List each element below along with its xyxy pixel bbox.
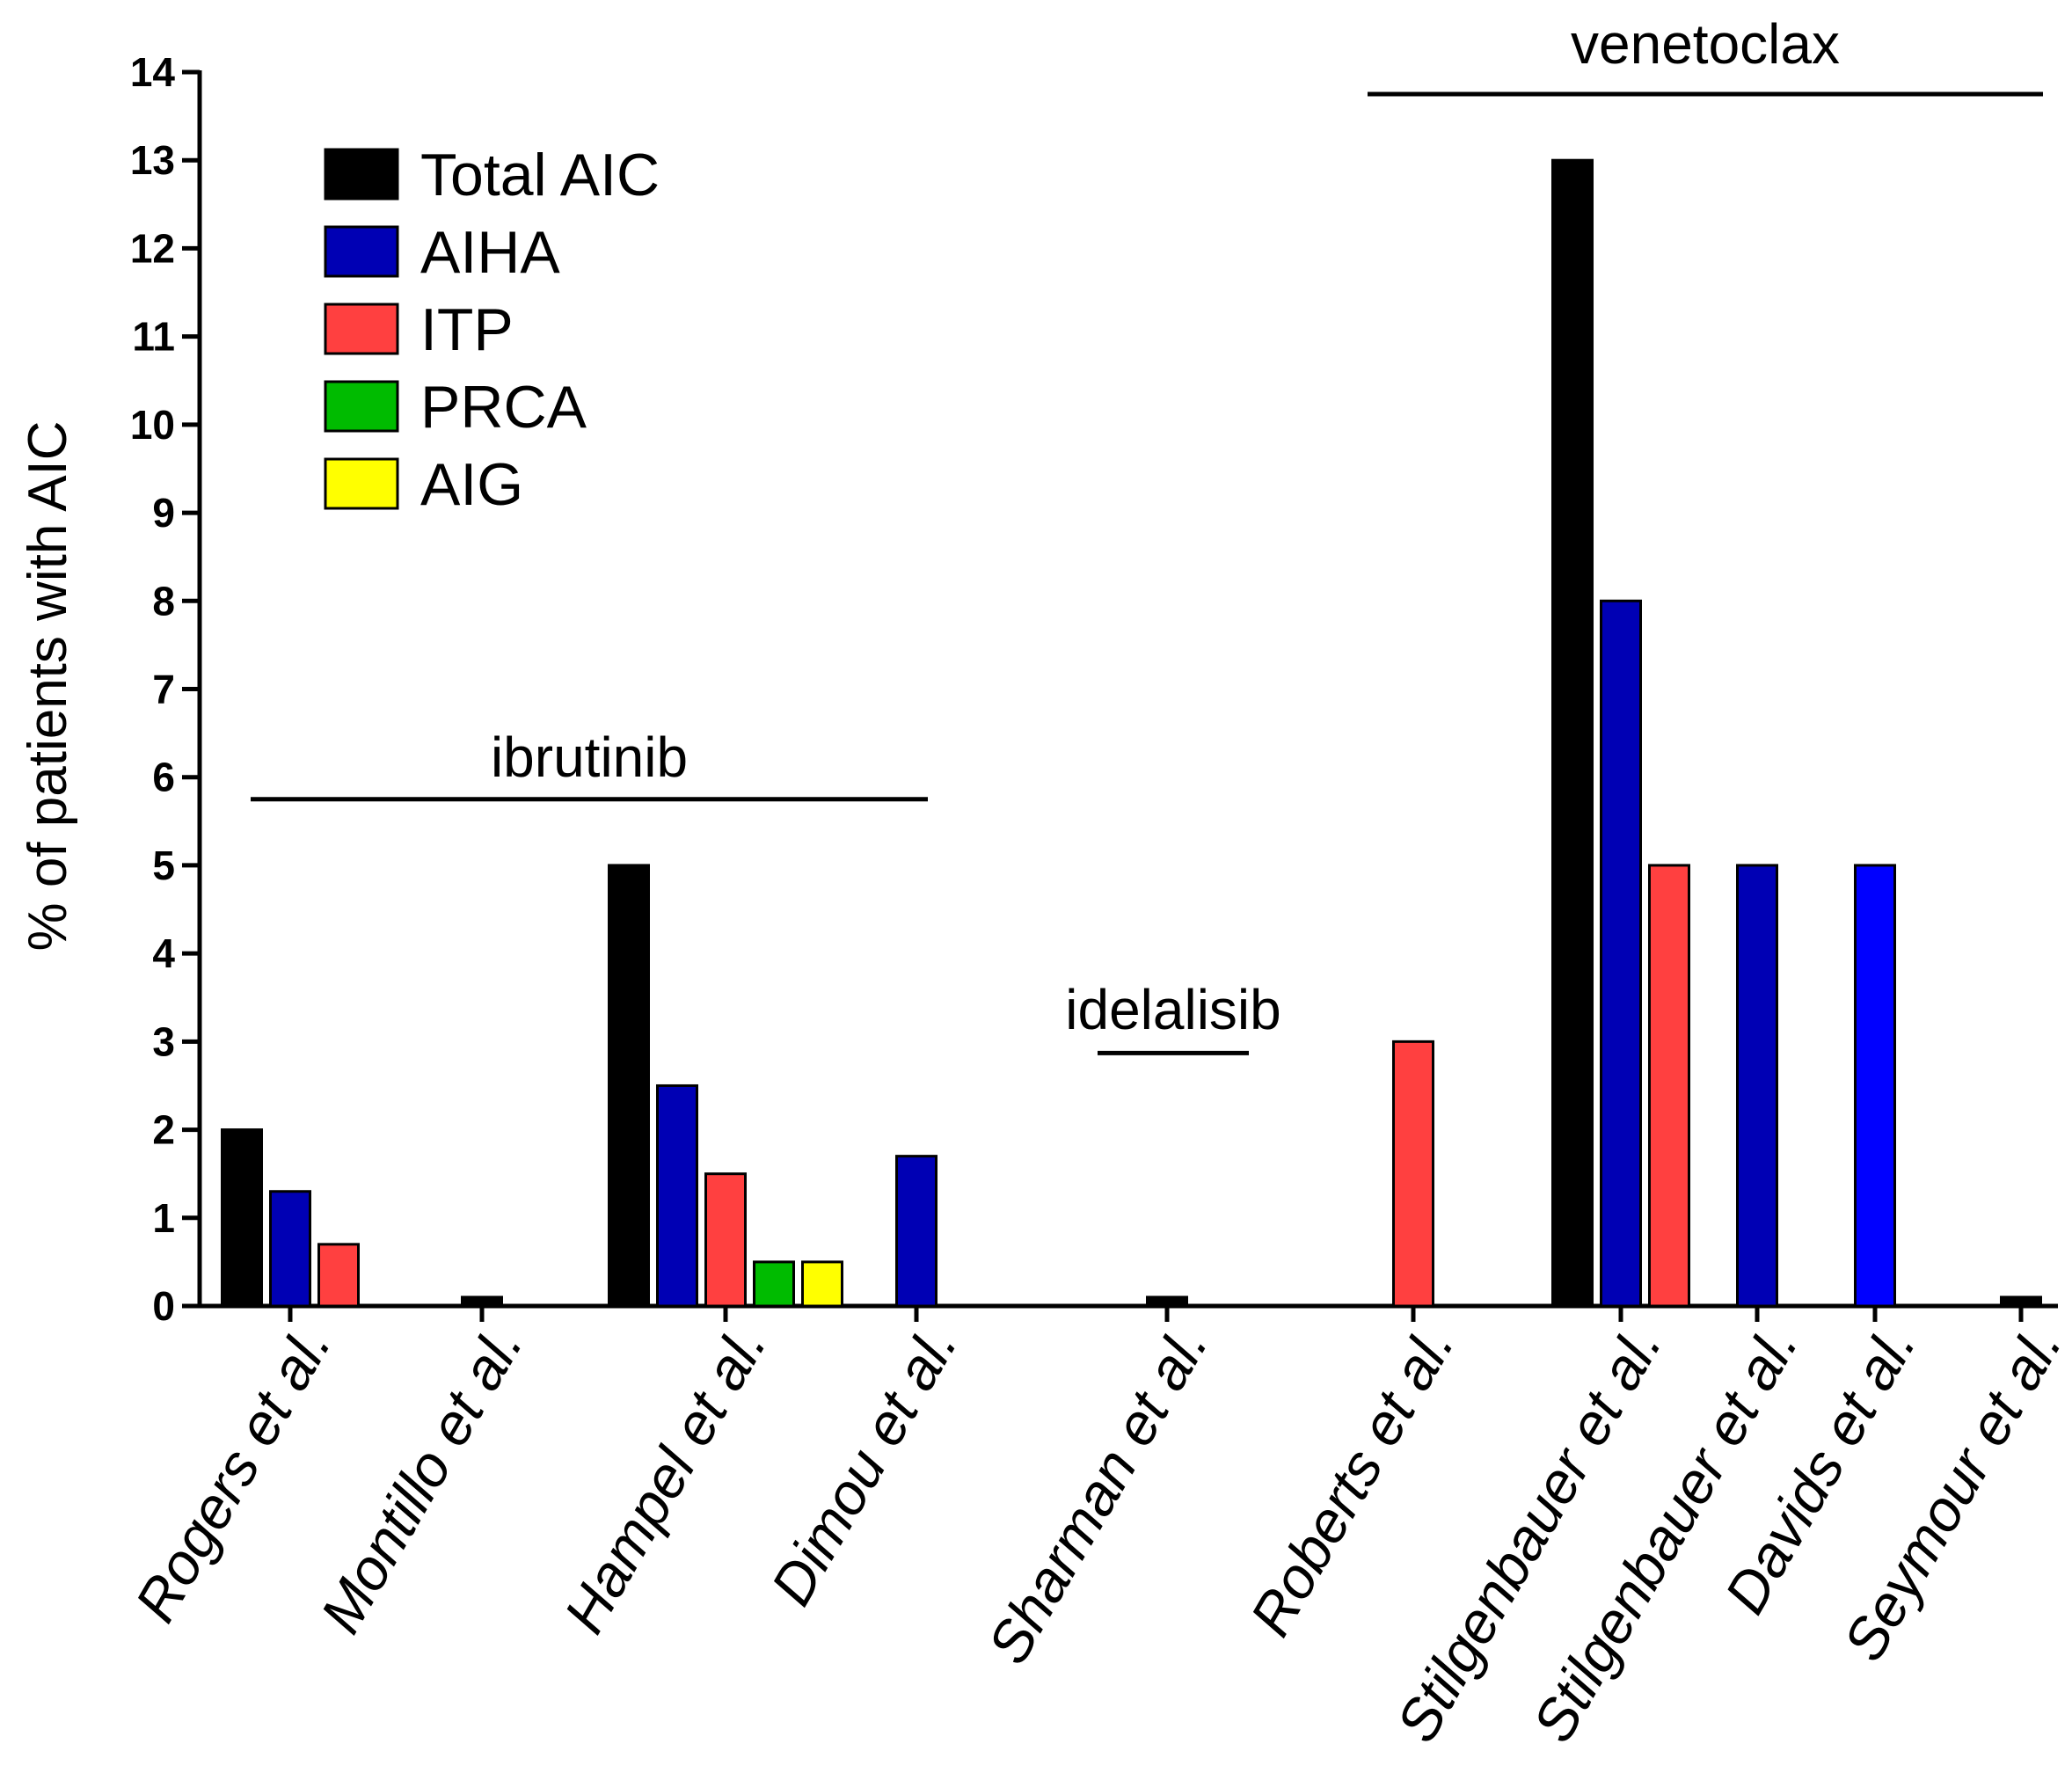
x-category-label: Rogers et al. [122,1315,343,1632]
y-tick-label: 3 [152,1018,175,1064]
y-tick-label: 10 [130,402,175,448]
bar [221,1128,263,1308]
y-tick-label: 0 [152,1283,175,1329]
y-tick-label: 5 [152,843,175,888]
chart-legend: Total AIC AIHA ITP PRCA AIG [324,142,660,518]
y-axis-label: % of patients with AIC [18,420,78,951]
group-label: venetoclax [1571,12,1840,76]
bar [1551,158,1594,1308]
x-category-label: Hampel et al. [551,1315,779,1644]
group-label: ibrutinib [491,726,688,789]
legend-swatch [324,457,399,510]
bar [656,1084,698,1308]
bar [895,1155,938,1308]
y-tick-label: 12 [130,225,175,271]
y-tick-label: 13 [130,137,175,183]
y-tick-label: 9 [152,490,175,536]
legend-swatch [324,225,399,278]
x-category-label: Montillo et al. [308,1315,536,1644]
legend-label: ITP [420,296,514,363]
bar [1736,864,1778,1308]
bar [704,1172,747,1308]
bar [1146,1295,1188,1308]
bar [2000,1295,2042,1308]
y-tick-label: 8 [152,578,175,624]
y-tick-label: 14 [130,49,176,95]
bar [1854,864,1896,1308]
legend-swatch [324,148,399,201]
bar [753,1260,795,1308]
bar [1600,599,1642,1308]
bar [317,1243,360,1308]
y-tick-label: 2 [152,1107,175,1153]
legend-label: PRCA [420,374,587,441]
legend-label: AIHA [420,219,560,286]
x-category-label: Roberts et al. [1237,1315,1466,1646]
bar [1392,1040,1434,1308]
y-tick-label: 11 [132,314,175,360]
legend-label: Total AIC [420,142,660,208]
y-tick-label: 1 [152,1195,175,1241]
bar [608,864,650,1308]
y-tick-label: 7 [152,667,175,712]
drug-group-brackets: ibrutinib idelalisib venetoclax [251,12,2043,1055]
bar [269,1190,311,1308]
y-tick-label: 4 [152,930,175,976]
x-category-label: Dimou et al. [758,1315,969,1616]
bar [1648,864,1690,1308]
legend-swatch [324,303,399,355]
bar [801,1260,843,1308]
y-tick-label: 6 [152,755,175,800]
legend-swatch [324,380,399,433]
legend-label: AIG [420,451,523,518]
group-label: idelalisib [1065,978,1280,1041]
x-category-label: Sharman et al. [974,1315,1220,1674]
chart-bars [221,158,2042,1308]
bar [461,1295,503,1308]
